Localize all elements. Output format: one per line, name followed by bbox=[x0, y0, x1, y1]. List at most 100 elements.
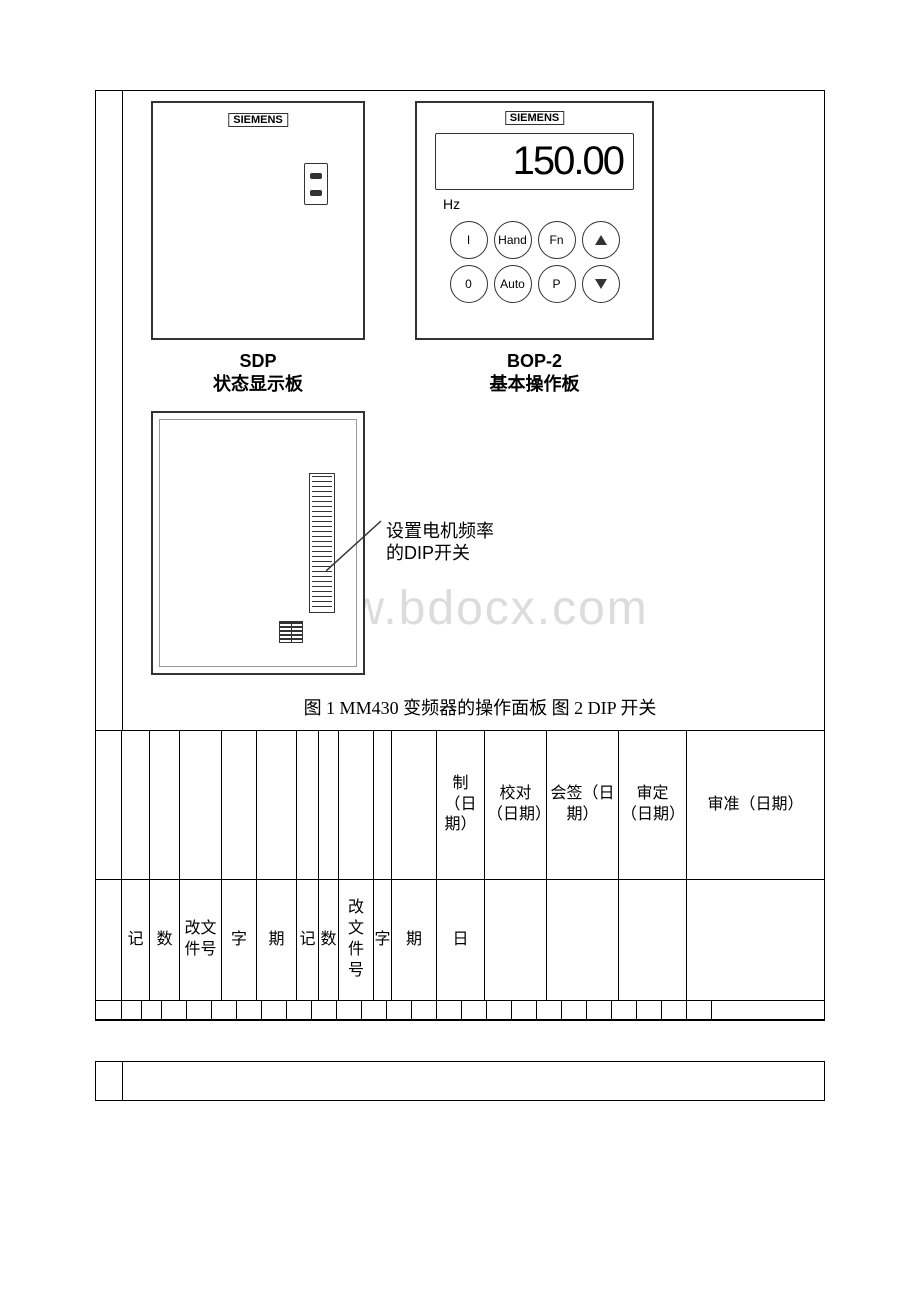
rev-blank-12 bbox=[485, 880, 547, 1000]
bdr-4 bbox=[187, 1001, 212, 1019]
sdp-led-2 bbox=[310, 190, 322, 196]
rev-col-2: 数 bbox=[150, 880, 180, 1000]
sdp-caption-line1: SDP bbox=[239, 351, 276, 371]
approvals-lead bbox=[96, 731, 122, 879]
sdp-brand-label: SIEMENS bbox=[228, 113, 288, 127]
bdr-0 bbox=[96, 1001, 122, 1019]
bdr-22 bbox=[637, 1001, 662, 1019]
bdr-11 bbox=[362, 1001, 387, 1019]
sdp-panel: SIEMENS bbox=[151, 101, 365, 340]
approvals-countersign: 会签（日期） bbox=[547, 731, 619, 879]
sdp-led-module bbox=[304, 163, 328, 205]
rev-lead bbox=[96, 880, 122, 1000]
approvals-checked-by: 校对（日期） bbox=[485, 731, 547, 879]
approvals-blank-6 bbox=[297, 731, 319, 879]
rev-blank-14 bbox=[619, 880, 687, 1000]
rev-col-3: 改文件号 bbox=[180, 880, 222, 1000]
bop-caption: BOP-2 基本操作板 bbox=[490, 350, 580, 397]
rev-col-7: 数 bbox=[319, 880, 339, 1000]
bdr-21 bbox=[612, 1001, 637, 1019]
dip-callout-leader bbox=[326, 511, 391, 571]
bop-caption-line1: BOP-2 bbox=[507, 351, 562, 371]
dip-callout-line2: 的DIP开关 bbox=[386, 543, 470, 563]
approvals-approved-by: 审定（日期） bbox=[619, 731, 687, 879]
bop-key-fn[interactable]: Fn bbox=[538, 221, 576, 259]
approvals-blank-3 bbox=[180, 731, 222, 879]
bop-key-up[interactable] bbox=[582, 221, 620, 259]
bop-key-down[interactable] bbox=[582, 265, 620, 303]
bop-unit-label: Hz bbox=[443, 196, 460, 212]
bop-key-i[interactable]: I bbox=[450, 221, 488, 259]
sdp-led-1 bbox=[310, 173, 322, 179]
figure-caption: 图 1 MM430 变频器的操作面板 图 2 DIP 开关 bbox=[156, 694, 804, 720]
approvals-blank-7 bbox=[319, 731, 339, 879]
arrow-down-icon bbox=[595, 279, 607, 289]
sdp-caption-line2: 状态显示板 bbox=[213, 374, 303, 394]
panels-row: SIEMENS SDP 状态显示板 SIEMENS bbox=[151, 101, 804, 397]
arrow-up-icon bbox=[595, 235, 607, 245]
bop-caption-line2: 基本操作板 bbox=[490, 374, 580, 394]
dip-callout: 设置电机频率 的DIP开关 bbox=[386, 521, 494, 564]
left-margin-sep bbox=[122, 91, 123, 730]
bdr-16 bbox=[487, 1001, 512, 1019]
bdr-10 bbox=[337, 1001, 362, 1019]
bdr-20 bbox=[587, 1001, 612, 1019]
bop-panel: SIEMENS 150.00 Hz I Hand Fn 0 Auto P bbox=[415, 101, 654, 340]
dip-switch[interactable] bbox=[279, 621, 303, 643]
bop-keypad: I Hand Fn 0 Auto P bbox=[447, 221, 622, 303]
approvals-made-by: 制（日期） bbox=[437, 731, 485, 879]
bottom-frame-sep bbox=[122, 1062, 123, 1100]
approvals-blank-8 bbox=[339, 731, 374, 879]
bdr-14 bbox=[437, 1001, 462, 1019]
bdr-3 bbox=[162, 1001, 187, 1019]
approvals-blank-2 bbox=[150, 731, 180, 879]
bop-brand-label: SIEMENS bbox=[505, 111, 565, 125]
rev-col-11: 日 bbox=[437, 880, 485, 1000]
bop-key-0[interactable]: 0 bbox=[450, 265, 488, 303]
bop-key-hand[interactable]: Hand bbox=[494, 221, 532, 259]
rev-blank-13 bbox=[547, 880, 619, 1000]
bdr-23 bbox=[662, 1001, 687, 1019]
bdr-13 bbox=[412, 1001, 437, 1019]
bdr-15 bbox=[462, 1001, 487, 1019]
approvals-blank-9 bbox=[374, 731, 392, 879]
sdp-caption: SDP 状态显示板 bbox=[213, 350, 303, 397]
bdr-17 bbox=[512, 1001, 537, 1019]
rev-blank-15 bbox=[687, 880, 824, 1000]
rev-col-6: 记 bbox=[297, 880, 319, 1000]
approvals-blank-5 bbox=[257, 731, 297, 879]
page: www.bdocx.com SIEMENS SDP 状态显示板 bbox=[0, 90, 920, 1101]
bdr-24 bbox=[687, 1001, 712, 1019]
bdr-7 bbox=[262, 1001, 287, 1019]
approvals-blank-1 bbox=[122, 731, 150, 879]
rev-col-1: 记 bbox=[122, 880, 150, 1000]
bop-key-p[interactable]: P bbox=[538, 265, 576, 303]
rev-col-4: 字 bbox=[222, 880, 257, 1000]
sdp-column: SIEMENS SDP 状态显示板 bbox=[151, 101, 365, 397]
bop-key-auto[interactable]: Auto bbox=[494, 265, 532, 303]
bdr-5 bbox=[212, 1001, 237, 1019]
bdr-19 bbox=[562, 1001, 587, 1019]
outer-frame: www.bdocx.com SIEMENS SDP 状态显示板 bbox=[95, 90, 825, 1021]
bottom-frame bbox=[95, 1061, 825, 1101]
dip-switch-2 bbox=[292, 622, 303, 642]
dip-switch-1 bbox=[280, 622, 292, 642]
rev-col-5: 期 bbox=[257, 880, 297, 1000]
bdr-2 bbox=[142, 1001, 162, 1019]
rev-col-9: 字 bbox=[374, 880, 392, 1000]
bdr-8 bbox=[287, 1001, 312, 1019]
dip-callout-line1: 设置电机频率 bbox=[386, 521, 494, 541]
bdr-12 bbox=[387, 1001, 412, 1019]
revision-row: 记 数 改文件号 字 期 记 数 改文件号 字 期 日 bbox=[96, 880, 824, 1001]
rev-col-8: 改文件号 bbox=[339, 880, 374, 1000]
rev-col-10: 期 bbox=[392, 880, 437, 1000]
bdr-18 bbox=[537, 1001, 562, 1019]
bop-column: SIEMENS 150.00 Hz I Hand Fn 0 Auto P bbox=[415, 101, 654, 397]
bdr-6 bbox=[237, 1001, 262, 1019]
bdr-9 bbox=[312, 1001, 337, 1019]
bdr-25 bbox=[712, 1001, 824, 1019]
approvals-blank-4 bbox=[222, 731, 257, 879]
diagram-area: www.bdocx.com SIEMENS SDP 状态显示板 bbox=[96, 91, 824, 731]
bdr-1 bbox=[122, 1001, 142, 1019]
approvals-row: 制（日期） 校对（日期） 会签（日期） 审定（日期） 审准（日期） bbox=[96, 731, 824, 880]
